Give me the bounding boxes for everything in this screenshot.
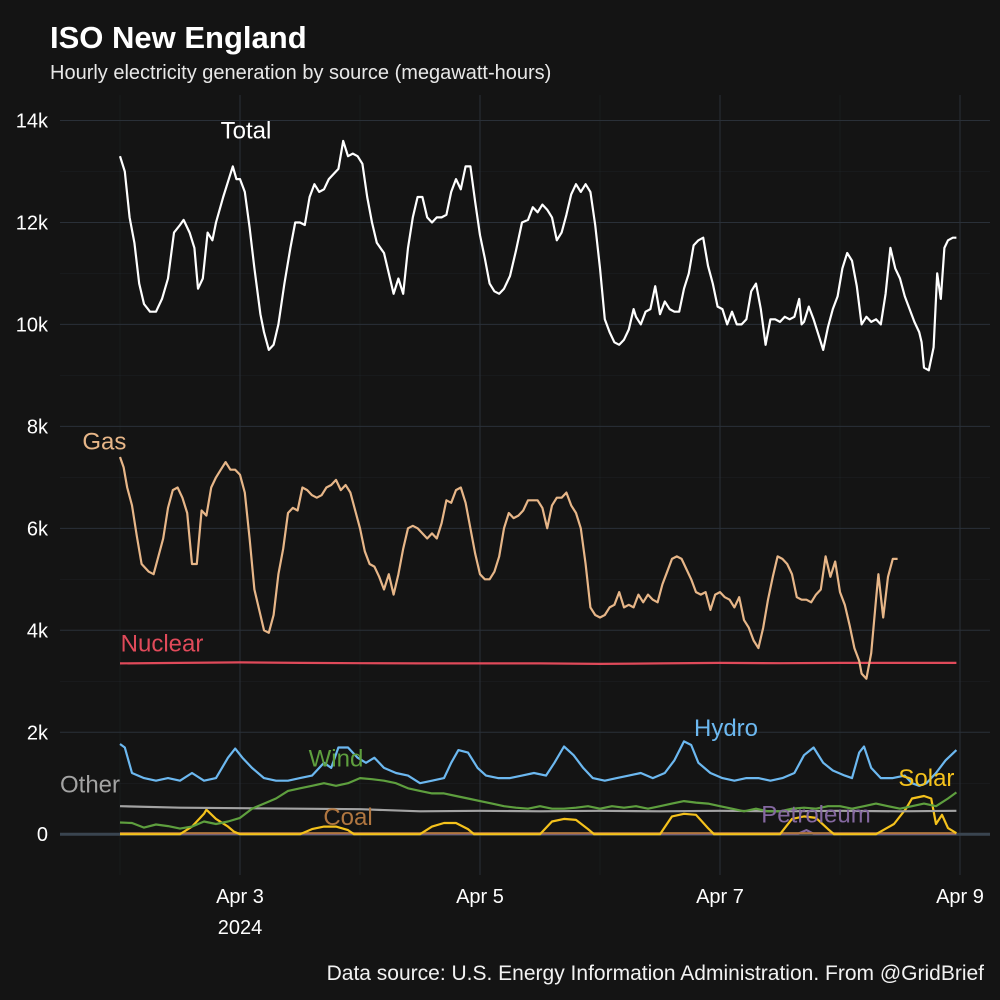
grid-layer [60, 95, 990, 875]
series-label-hydro: Hydro [694, 715, 758, 742]
series-label-wind: Wind [309, 745, 364, 772]
y-tick-label: 4k [27, 620, 49, 642]
x-tick-label: Apr 5 [456, 886, 504, 908]
y-tick-label: 12k [16, 212, 49, 234]
series-line-nuclear [119, 661, 957, 665]
series-line-gas [118, 456, 898, 680]
series-label-gas: Gas [82, 428, 126, 455]
y-tick-label: 2k [27, 722, 49, 744]
series-line-total [118, 139, 957, 372]
series-line-wind [119, 777, 958, 830]
tick-labels: 0 2k 4k 6k 8k 10k 12k 14k Apr 3 2024 Apr 5 Apr 7 Apr… [16, 110, 984, 939]
series-lines [118, 139, 958, 836]
y-tick-label: 0 [37, 824, 48, 846]
x-tick-sublabel: 2024 [218, 917, 263, 939]
x-tick-label: Apr 3 [216, 886, 264, 908]
y-tick-label: 8k [27, 416, 49, 438]
series-label-petroleum: Petroleum [761, 801, 870, 828]
series-label-other: Other [60, 771, 120, 798]
chart-subtitle: Hourly electricity generation by source … [50, 62, 552, 84]
y-tick-label: 14k [16, 110, 49, 132]
series-line-solar [120, 794, 957, 836]
series-label-coal: Coal [323, 804, 372, 831]
series-labels: Total Gas Nuclear Hydro Wind Other Solar Coal Pe… [60, 117, 954, 831]
chart-title: ISO New England [50, 20, 307, 55]
data-source-caption: Data source: U.S. Energy Information Adm… [326, 962, 984, 985]
series-label-nuclear: Nuclear [121, 631, 204, 658]
y-tick-label: 6k [27, 518, 49, 540]
series-label-total: Total [221, 117, 272, 144]
series-label-solar: Solar [898, 765, 954, 792]
series-line-hydro [119, 740, 958, 787]
x-tick-label: Apr 7 [696, 886, 744, 908]
x-tick-label: Apr 9 [936, 886, 984, 908]
y-tick-label: 10k [16, 314, 49, 336]
series-line-other [119, 805, 957, 813]
